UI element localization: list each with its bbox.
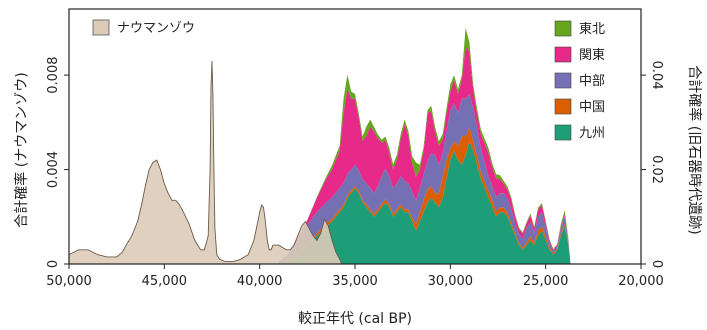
- y-right-tick-label: 0.02: [649, 155, 664, 184]
- y-left-tick-label: 0.004: [46, 151, 61, 188]
- legend-swatch-naumann: [92, 19, 110, 36]
- y-left-tick-label: 0.008: [46, 57, 61, 94]
- x-tick-label: 40,000: [237, 274, 283, 289]
- x-tick-label: 20,000: [618, 274, 664, 289]
- x-tick-label: 25,000: [523, 274, 569, 289]
- area-series-0: [278, 141, 571, 264]
- naumann-layer: [68, 60, 343, 265]
- legend-swatch: [554, 20, 572, 37]
- y-axis-left-title: 合計確率 (ナウマンゾウ): [13, 72, 30, 227]
- series-layer: [278, 27, 571, 265]
- x-tick-label: 45,000: [142, 274, 188, 289]
- legend-label: 中部: [579, 74, 605, 89]
- legend-label-naumann: ナウマンゾウ: [117, 21, 195, 36]
- y-left-tick-label: 0: [46, 260, 61, 268]
- y-axis-right-title: 合計確率 (旧石器時代遺跡): [686, 65, 703, 234]
- y-right-tick-label: 0.04: [649, 61, 664, 90]
- area-series-2: [278, 94, 571, 264]
- x-axis-title: 較正年代 (cal BP): [298, 311, 412, 327]
- legend-label: 関東: [579, 47, 605, 63]
- x-tick-label: 50,000: [46, 274, 92, 289]
- legend-naumann: ナウマンゾウ: [92, 19, 195, 36]
- area-naumann: [68, 60, 343, 265]
- axis-layer: 50,000 45,000 40,000 35,000 30,000 25,000 20,0…: [46, 57, 664, 289]
- x-tick-label: 35,000: [332, 274, 378, 289]
- y-right-tick-label: 0: [649, 260, 664, 268]
- legend-label: 中国: [579, 100, 605, 115]
- legend-label: 東北: [579, 21, 605, 37]
- legend-swatch: [554, 124, 572, 141]
- area-series-3: [278, 46, 571, 264]
- legend-swatch: [554, 46, 572, 63]
- legend-swatch: [554, 98, 572, 115]
- legend-swatch: [554, 72, 572, 89]
- x-tick-label: 30,000: [428, 274, 474, 289]
- legend-label: 九州: [579, 126, 605, 141]
